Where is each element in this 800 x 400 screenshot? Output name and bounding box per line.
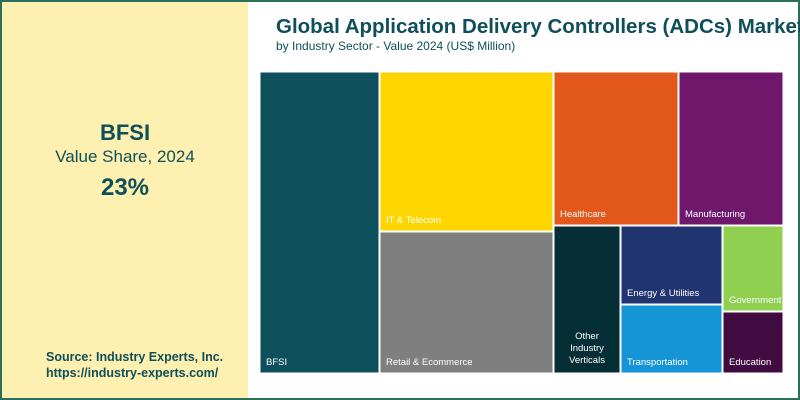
highlight-panel: BFSI Value Share, 2024 23% Source: Indus… [2,2,248,398]
treemap-label-retail-and-ecommerce: Retail & Ecommerce [386,357,473,368]
treemap-label-manufacturing: Manufacturing [685,209,745,220]
source-text: Source: Industry Experts, Inc. [46,350,224,364]
treemap-label-transportation: Transportation [627,357,688,368]
treemap-label-healthcare: Healthcare [560,209,606,220]
chart-subtitle: by Industry Sector - Value 2024 (US$ Mil… [276,39,516,53]
treemap-label-other-industry-verticals: Other Industry Verticals [569,331,605,366]
source-url[interactable]: https://industry-experts.com/ [46,366,219,380]
chart-title: Global Application Delivery Controllers … [276,15,800,38]
treemap-label-energy-and-utilities: Energy & Utilities [627,288,700,299]
treemap-tile-energy-and-utilities[interactable] [620,225,723,305]
treemap-label-bfsi: BFSI [266,357,287,368]
highlight-segment-name: BFSI [99,120,151,145]
treemap-label-education: Education [729,357,771,368]
treemap-tile-retail-and-ecommerce[interactable] [379,231,554,374]
treemap-label-government: Government [729,295,782,306]
treemap-tile-transportation[interactable] [620,304,723,374]
highlight-value: 23% [100,174,150,201]
treemap-tile-government[interactable] [722,225,784,312]
highlight-caption: Value Share, 2024 [55,147,195,166]
treemap-tile-it-and-telecom[interactable] [379,71,554,232]
treemap-tile-education[interactable] [722,311,784,374]
treemap-tile-bfsi[interactable] [259,71,380,374]
treemap-tile-other-industry-verticals[interactable] [553,225,621,374]
treemap-tile-healthcare[interactable] [553,71,679,226]
treemap-tile-manufacturing[interactable] [678,71,784,226]
treemap-label-it-and-telecom: IT & Telecom [386,215,441,226]
source-block: Source: Industry Experts, Inc. https://i… [46,349,223,381]
